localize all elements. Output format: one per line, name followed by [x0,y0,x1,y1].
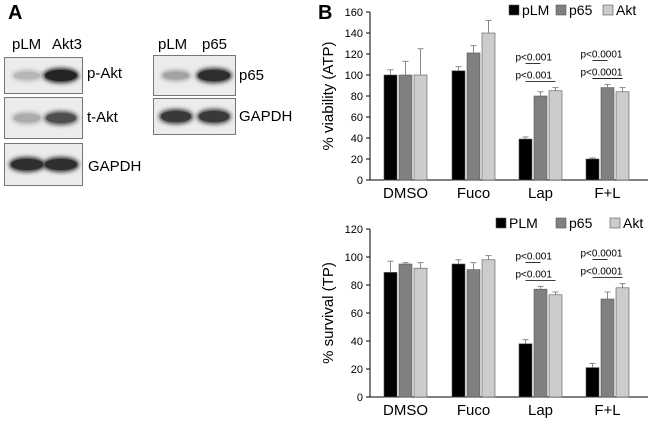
blot-left-row-3-band-2 [45,159,77,170]
chart1-bar-plm-1 [451,70,466,181]
blot-p65 [153,55,236,96]
chart1-category-label: DMSO [383,185,428,202]
chart2-category-label: Fuco [457,402,490,419]
chart2-legend-label-p65: p65 [569,215,593,231]
chart2-bar-plm-1 [451,263,466,398]
lane-label-plm-left: pLM [12,36,42,53]
row-label-gapdh-right: GAPDH [239,108,293,125]
chart1-legend-swatch-p65 [555,4,567,16]
chart1-bar-plm-3 [585,158,600,181]
chart1-bar-p65-1 [466,52,481,181]
chart2-bar-plm-0 [383,272,398,398]
chart1-y-tick-label: 40 [351,133,363,145]
viability-bar-chart: 0 20 40 60 80 100 120 140 160 % viability (ATP) DM… [320,2,648,202]
chart1-legend-label-p65: p65 [569,2,593,18]
chart2-y-tick-label: 0 [357,392,363,404]
blot-right-row-2-band-2 [198,111,230,122]
row-label-gapdh-left: GAPDH [88,158,142,175]
chart2-y-tick-label: 20 [351,364,363,376]
chart1-bar-akt-0 [413,74,428,181]
chart2-legend-swatch-plm [495,217,507,229]
lane-label-p65: p65 [202,36,228,53]
chart1-bar-akt-2 [548,90,563,181]
chart1-y-tick-label: 160 [345,7,363,19]
chart2-bar-plm-3 [585,367,600,398]
chart2-category-label: F+L [594,402,620,419]
chart1-legend-label-akt: Akt [616,2,636,18]
chart2-bar-akt-1 [481,259,496,398]
blot-gapdh-right [153,98,236,135]
chart2-category-label: Lap [528,402,553,419]
chart1-significance-label: p<0.001 [516,71,553,82]
chart2-y-tick-label: 100 [345,252,363,264]
blot-gapdh-left [4,143,83,186]
panel-b-letter: B [318,2,333,24]
chart2-y-tick-label: 60 [351,308,363,320]
chart1-bar-akt-1 [481,32,496,181]
lane-label-akt3: Akt3 [52,36,83,53]
chart1-category-label: Lap [528,185,553,202]
chart2-y-tick-label: 80 [351,280,363,292]
chart1-y-tick-label: 140 [345,28,363,40]
chart1-legend-swatch-akt [602,4,614,16]
blot-left-row-2-band-1 [13,114,41,122]
chart2-significance-label: p<0.001 [516,251,553,262]
chart1-category-label: Fuco [457,185,490,202]
chart1-legend-label-plm: pLM [522,2,549,18]
chart1-y-tick-label: 80 [351,91,363,103]
panel-a-letter: A [8,2,23,24]
row-label-t-akt: t-Akt [87,109,118,126]
survival-bar-chart: 0 20 40 60 80 100 120 % survival (TP) DMSO Fuco La… [320,215,648,419]
chart2-significance-label: p<0.001 [516,269,553,280]
blot-right-row-1-band-1 [162,71,190,80]
chart2-bar-plm-2 [518,343,533,398]
chart2-legend-swatch-p65 [555,217,567,229]
chart1-legend-swatch-plm [508,4,520,16]
blot-p-akt [4,57,83,94]
blot-left-row-3-band-1 [11,159,43,170]
lane-label-plm-right: pLM [158,36,188,53]
chart1-bar-p65-2 [533,95,548,181]
blot-right-row-2-band-1 [160,111,192,122]
chart2-y-tick-label: 120 [345,224,363,236]
chart2-bar-p65-3 [600,298,615,398]
row-label-p65: p65 [239,67,265,84]
chart1-category-label: F+L [594,185,620,202]
chart1-significance-label: p<0.001 [516,53,553,64]
chart2-legend-label-plm: PLM [509,215,538,231]
chart1-bar-p65-0 [398,74,413,181]
blot-left-row-1-band-2 [45,70,77,81]
chart1-y-axis-label: % viability (ATP) [320,42,337,151]
chart2-bar-akt-0 [413,267,428,398]
chart2-bar-akt-2 [548,294,563,398]
chart2-significance-label: p<0.0001 [581,249,623,260]
blot-t-akt [4,97,83,139]
chart1-y-tick-label: 20 [351,154,363,166]
blot-right-row-1-band-2 [198,70,230,81]
blot-left-row-1-band-1 [14,71,40,80]
chart1-y-tick-label: 100 [345,70,363,82]
chart1-bar-plm-0 [383,74,398,181]
chart2-y-axis-label: % survival (TP) [320,262,337,364]
chart1-significance-label: p<0.0001 [581,49,623,60]
chart1-bar-akt-3 [615,91,630,181]
chart2-legend-label-akt: Akt [623,215,643,231]
row-label-p-akt: p-Akt [87,65,123,82]
chart1-bar-p65-3 [600,87,615,181]
chart2-legend-swatch-akt [609,217,621,229]
chart2-category-label: DMSO [383,402,428,419]
chart1-significance-label: p<0.0001 [581,67,623,78]
chart1-y-tick-label: 120 [345,49,363,61]
chart1-bar-plm-2 [518,138,533,181]
chart2-y-tick-label: 40 [351,336,363,348]
blot-left-row-2-band-2 [46,113,76,123]
chart2-bar-p65-1 [466,269,481,398]
chart2-bar-akt-3 [615,287,630,398]
chart1-y-tick-label: 60 [351,112,363,124]
chart2-significance-label: p<0.0001 [581,267,623,278]
chart2-bar-p65-0 [398,263,413,398]
chart1-y-tick-label: 0 [357,175,363,187]
chart2-bar-p65-2 [533,288,548,398]
